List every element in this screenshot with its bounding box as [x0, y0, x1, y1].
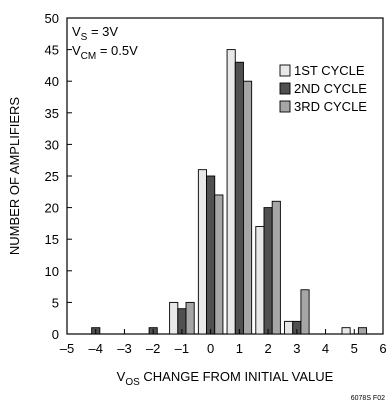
bar-1-x0: [197, 169, 207, 335]
y-tick-label: 30: [45, 137, 59, 152]
bar-1-x3: [284, 320, 294, 335]
y-tick-label: 15: [45, 232, 59, 247]
x-tick-label: 6: [379, 341, 386, 356]
y-tick-label: 35: [45, 106, 59, 121]
x-tick-label: 3: [293, 341, 300, 356]
legend: 1ST CYCLE 2ND CYCLE 3RD CYCLE: [276, 62, 380, 120]
legend-label-2: 2ND CYCLE: [294, 81, 367, 96]
legend-swatch-2: [279, 82, 291, 95]
bar-3-x0: [214, 194, 224, 335]
x-axis-label: VOS CHANGE FROM INITIAL VALUE: [117, 369, 334, 388]
legend-swatch-1: [279, 64, 291, 77]
bar-3-x3: [300, 289, 310, 335]
annotation-vcm: VCM = 0.5V: [72, 43, 138, 62]
x-tick-label: 2: [264, 341, 271, 356]
x-tick-label: –3: [117, 341, 131, 356]
y-tick-label: 5: [52, 295, 59, 310]
annotation-vs: VS = 3V: [72, 24, 118, 43]
bar-3-x5: [357, 327, 368, 335]
x-tick-label: 0: [207, 341, 214, 356]
y-tick-label: 50: [45, 11, 59, 26]
y-tick-label: 40: [45, 74, 59, 89]
x-tick-label: –1: [175, 341, 189, 356]
x-tick-label: –5: [60, 341, 74, 356]
bar-3-x1: [243, 80, 253, 335]
legend-background: [276, 62, 380, 120]
y-tick-label: 20: [45, 201, 59, 216]
bar-2-x1: [234, 61, 244, 335]
y-tick-label: 25: [45, 169, 59, 184]
bar-1-x-1: [169, 301, 179, 335]
bar-2-x0: [206, 175, 216, 335]
x-tick-label: –2: [146, 341, 160, 356]
bar-3-x-1: [185, 301, 195, 335]
bar-3-x2: [271, 200, 281, 335]
bar-2-x2: [263, 207, 273, 335]
y-tick-label: 10: [45, 264, 59, 279]
x-tick-label: –4: [88, 341, 102, 356]
bars-layer: [91, 49, 368, 335]
x-tick-label: 5: [351, 341, 358, 356]
y-axis-label: NUMBER OF AMPLIFIERS: [7, 97, 22, 256]
legend-label-3: 3RD CYCLE: [294, 99, 367, 114]
x-tick-label: 1: [236, 341, 243, 356]
bar-1-x5: [341, 327, 351, 335]
y-tick-label: 0: [52, 327, 59, 342]
legend-label-1: 1ST CYCLE: [294, 63, 365, 78]
figure-id: 6078S F02: [351, 395, 385, 402]
legend-swatch-3: [279, 100, 291, 113]
x-tick-label: 4: [322, 341, 329, 356]
y-tick-label: 45: [45, 43, 59, 58]
bar-1-x1: [226, 49, 236, 335]
bar-1-x2: [255, 226, 265, 335]
